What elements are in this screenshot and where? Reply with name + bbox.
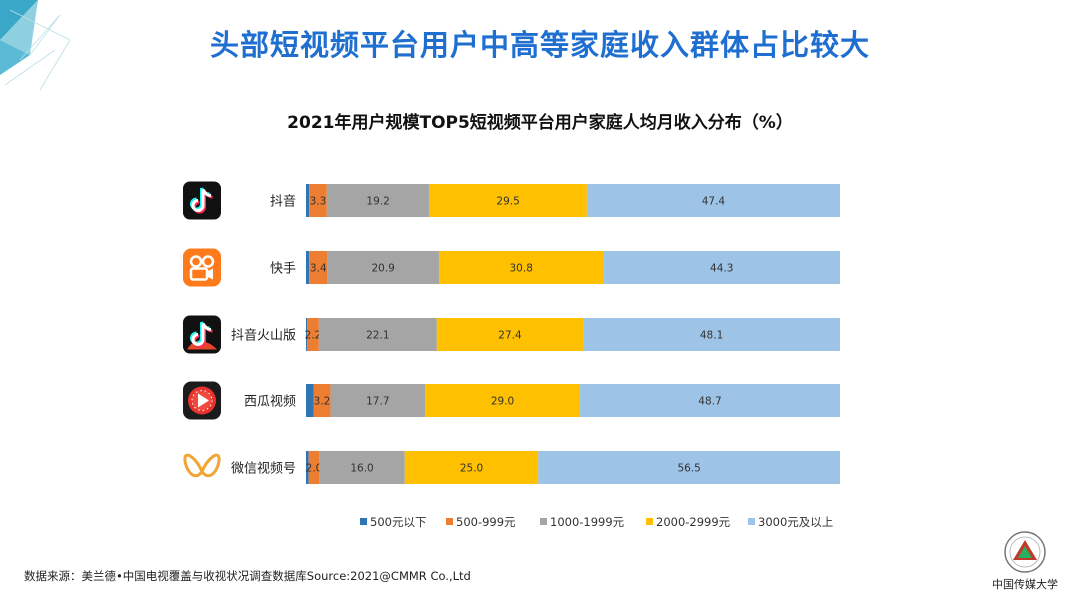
legend-label: 500元以下: [370, 515, 426, 529]
data-label: 3.2: [314, 396, 331, 408]
bar-segment: [603, 251, 840, 284]
legend-swatch: [446, 518, 453, 525]
chart-title: 2021年用户规模TOP5短视频平台用户家庭人均月收入分布（%）: [287, 113, 793, 133]
xigua-icon: [183, 381, 221, 420]
data-label: 19.2: [366, 196, 389, 208]
bar-segment: [425, 384, 580, 417]
wechat-channels-icon: [183, 453, 221, 478]
data-label: 16.0: [350, 463, 373, 475]
page-title: 头部短视频平台用户中高等家庭收入群体占比较大: [209, 28, 870, 62]
bar-segment: [306, 251, 310, 284]
data-label: 22.1: [366, 330, 389, 342]
data-label: 25.0: [460, 463, 483, 475]
bar-segment: [308, 451, 320, 484]
university-logo: 中国传媒大学: [992, 531, 1058, 591]
legend-swatch: [540, 518, 547, 525]
data-source-note: 数据来源：美兰德•中国电视覆盖与收视状况调查数据库Source:2021@CMM…: [24, 569, 471, 583]
bar-segment: [319, 451, 405, 484]
legend-label: 500-999元: [456, 515, 516, 529]
legend-label: 2000-2999元: [656, 515, 731, 529]
bar-segment: [438, 251, 604, 284]
legend-swatch: [748, 518, 755, 525]
legend-label: 1000-1999元: [550, 515, 625, 529]
bar-segment: [307, 318, 319, 351]
category-label: 微信视频号: [231, 462, 296, 477]
bar-segment: [306, 384, 314, 417]
data-label: 3.4: [310, 263, 327, 275]
bar-segment: [583, 318, 840, 351]
data-label: 48.7: [698, 396, 721, 408]
douyin-icon: [183, 181, 221, 220]
bar-segment: [309, 184, 327, 217]
data-label: 48.1: [700, 330, 723, 342]
legend-swatch: [360, 518, 367, 525]
data-label: 29.0: [491, 396, 514, 408]
data-label: 47.4: [702, 196, 726, 208]
bar-segment: [538, 451, 840, 484]
decorative-corner-graphic: [0, 0, 71, 91]
bar-segment: [436, 318, 584, 351]
bar-segment: [429, 184, 587, 217]
data-label: 2.0: [306, 463, 323, 475]
data-label: 29.5: [496, 196, 519, 208]
legend-swatch: [646, 518, 653, 525]
bar-segment: [586, 184, 840, 217]
data-label: 20.9: [371, 263, 394, 275]
bar-segment: [306, 318, 308, 351]
kuaishou-icon: [183, 248, 221, 287]
data-label: 2.2: [305, 330, 322, 342]
legend-label: 3000元及以上: [758, 515, 833, 529]
bar-segment: [579, 384, 840, 417]
bar-segment: [326, 184, 430, 217]
bar-segment: [306, 451, 309, 484]
data-label: 30.8: [510, 263, 533, 275]
bar-segment: [330, 384, 426, 417]
category-label: 抖音: [270, 194, 296, 210]
data-label: 27.4: [498, 330, 522, 342]
huoshan-icon: [183, 315, 221, 354]
category-label: 快手: [270, 262, 296, 277]
data-label: 56.5: [677, 463, 700, 475]
svg-text:中国传媒大学: 中国传媒大学: [992, 577, 1058, 591]
bar-segment: [313, 384, 331, 417]
bar-segment: [309, 251, 328, 284]
bar-segment: [404, 451, 539, 484]
bar-segment: [327, 251, 439, 284]
category-label: 西瓜视频: [244, 395, 296, 410]
bar-segment: [318, 318, 437, 351]
data-label: 17.7: [366, 396, 389, 408]
category-label: 抖音火山版: [231, 328, 296, 344]
data-label: 44.3: [710, 263, 733, 275]
bar-segment: [306, 184, 310, 217]
data-label: 3.3: [310, 196, 327, 208]
